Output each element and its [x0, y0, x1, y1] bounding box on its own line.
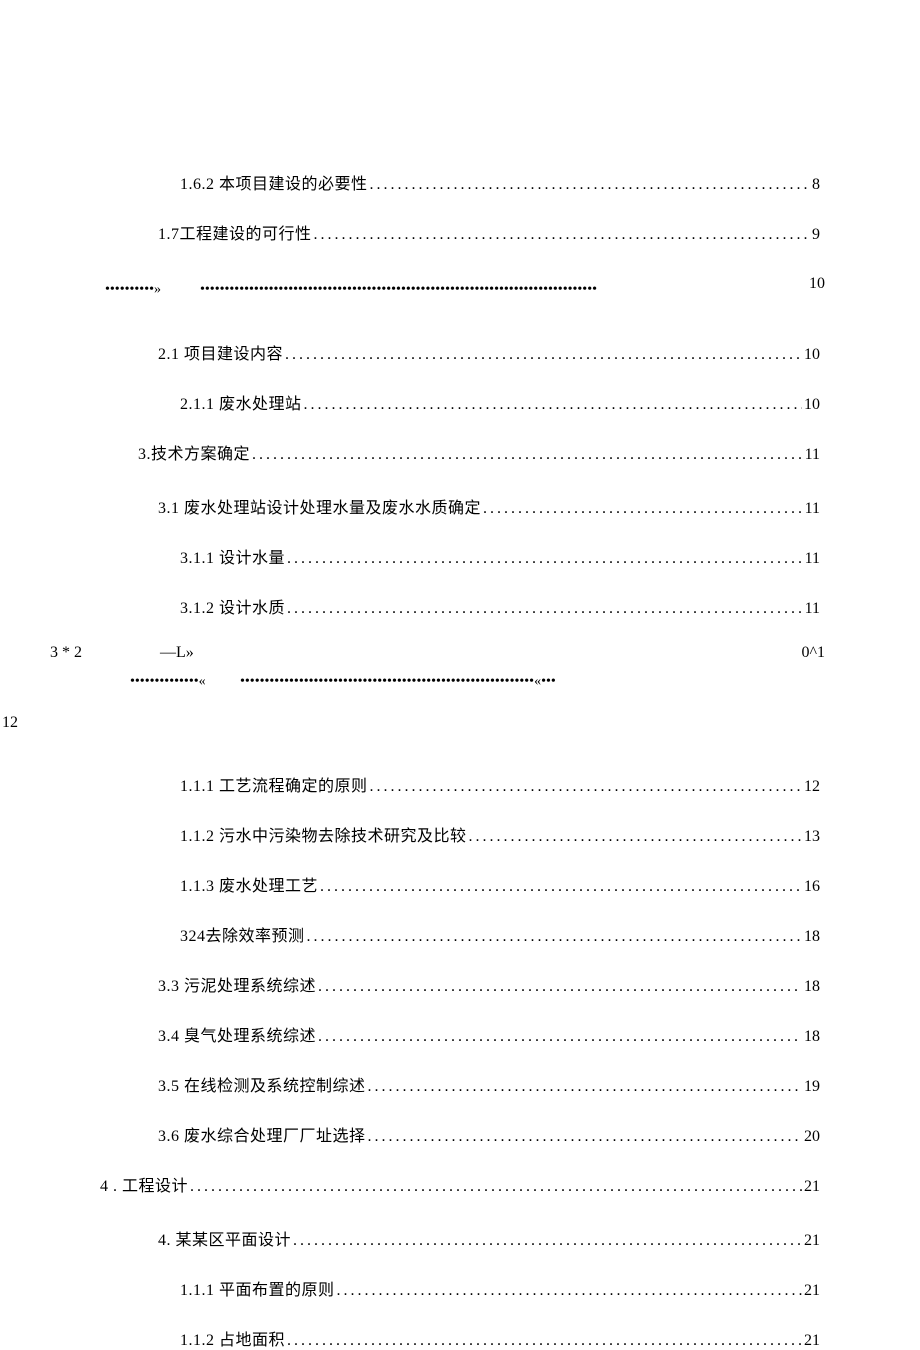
toc-leader-dots: ........................................…: [483, 500, 803, 518]
toc-label: 4. 某某区平面设计: [158, 1226, 291, 1250]
toc-page-number: 9: [812, 226, 820, 244]
toc-entry: 1.1.3 废水处理工艺 ...........................…: [50, 872, 820, 896]
toc-block-3: 1.1.1 工艺流程确定的原则 ........................…: [50, 772, 820, 1350]
toc-label: 3.3 污泥处理系统综述: [158, 972, 316, 996]
toc-block-2: 2.1 项目建设内容 .............................…: [50, 340, 820, 618]
orphan-page-number: 12: [2, 714, 772, 732]
toc-entry: 4 . 工程设计................................…: [50, 1172, 820, 1196]
toc-page-number: 11: [805, 550, 820, 568]
toc-leader-dots: ........................................…: [304, 396, 802, 414]
special2-left: 3 * 2: [50, 644, 82, 662]
toc-label: 1.1.3 废水处理工艺: [180, 872, 318, 896]
toc-leader-dots: ........................................…: [320, 878, 802, 896]
toc-page-number: 21: [804, 1282, 820, 1300]
toc-leader-dots: ........................................…: [252, 446, 803, 464]
toc-label: 3.1.2 设计水质: [180, 594, 285, 618]
special2-mid: —L»: [160, 644, 194, 662]
toc-page-number: 21: [804, 1332, 820, 1350]
toc-entry: 2.1.1 废水处理站 ............................…: [50, 390, 820, 414]
toc-leader-dots: ........................................…: [314, 226, 810, 244]
toc-label: 324去除效率预测: [180, 922, 305, 946]
toc-page-number: 18: [804, 978, 820, 996]
toc-entry: 1.1.1 工艺流程确定的原则 ........................…: [50, 772, 820, 796]
toc-leader-dots: ........................................…: [318, 978, 802, 996]
toc-label: 1.1.1 平面布置的原则: [180, 1276, 335, 1300]
toc-page-number: 18: [804, 928, 820, 946]
toc-entry: 1.7工程建设的可行性 ............................…: [50, 220, 820, 244]
toc-block-1: 1.6.2 本项目建设的必要性.........................…: [50, 170, 820, 244]
toc-label: 1.6.2 本项目建设的必要性: [180, 170, 368, 194]
special2-dots-left: ••••••••••••••«: [130, 674, 206, 690]
toc-page-number: 11: [805, 500, 820, 518]
toc-label: 1.1.1 工艺流程确定的原则: [180, 772, 368, 796]
toc-entry: 3.3 污泥处理系统综述............................…: [50, 972, 820, 996]
toc-leader-dots: ........................................…: [285, 346, 802, 364]
toc-label: 3.6 废水综合处理厂厂址选择: [158, 1122, 366, 1146]
special2-right: 0^1: [801, 644, 825, 662]
toc-label: 3.1.1 设计水量: [180, 544, 285, 568]
toc-leader-dots: ........................................…: [368, 1128, 802, 1146]
toc-page-number: 10: [804, 396, 820, 414]
toc-page-number: 21: [804, 1178, 820, 1196]
toc-label: 3.5 在线检测及系统控制综述: [158, 1072, 366, 1096]
special-page: 10: [809, 275, 825, 293]
toc-leader-dots: ........................................…: [293, 1232, 802, 1250]
toc-page-number: 11: [805, 600, 820, 618]
toc-entry: 3.技术方案确定................................…: [50, 440, 820, 464]
toc-label: 3.4 臭气处理系统综述: [158, 1022, 316, 1046]
toc-special-line-1: ••••••••••» ••••••••••••••••••••••••••••…: [50, 270, 820, 320]
toc-leader-dots: ........................................…: [370, 778, 802, 796]
toc-entry: 3.6 废水综合处理厂厂址选择.........................…: [50, 1122, 820, 1146]
toc-entry: 3.1.1 设计水量 .............................…: [50, 544, 820, 568]
toc-entry: 1.1.1 平面布置的原则 ..........................…: [50, 1276, 820, 1300]
special-left-dots: ••••••••••»: [105, 282, 161, 298]
toc-page-number: 16: [804, 878, 820, 896]
toc-page-number: 20: [804, 1128, 820, 1146]
toc-leader-dots: ........................................…: [337, 1282, 802, 1300]
toc-leader-dots: ........................................…: [287, 600, 803, 618]
special-right-dots: ••••••••••••••••••••••••••••••••••••••••…: [200, 282, 597, 298]
toc-page-number: 12: [804, 778, 820, 796]
toc-leader-dots: ........................................…: [318, 1028, 802, 1046]
toc-leader-dots: ........................................…: [469, 828, 802, 846]
toc-entry: 1.1.2 占地面积 .............................…: [50, 1326, 820, 1350]
toc-entry: 1.6.2 本项目建设的必要性.........................…: [50, 170, 820, 194]
toc-leader-dots: ........................................…: [287, 1332, 802, 1350]
toc-label: 3.1 废水处理站设计处理水量及废水水质确定: [158, 494, 481, 518]
toc-entry: 324去除效率预测...............................…: [50, 922, 820, 946]
toc-entry: 3.1.2 设计水质 .............................…: [50, 594, 820, 618]
toc-special-line-2: 3 * 2 —L» 0^1 ••••••••••••••« ••••••••••…: [50, 644, 820, 704]
toc-leader-dots: ........................................…: [368, 1078, 802, 1096]
toc-container: 1.6.2 本项目建设的必要性.........................…: [50, 170, 820, 1350]
toc-entry: 4. 某某区平面设计 .............................…: [50, 1226, 820, 1250]
toc-page-number: 8: [812, 176, 820, 194]
toc-page-number: 13: [804, 828, 820, 846]
special2-dots-right: ••••••••••••••••••••••••••••••••••••••••…: [240, 674, 556, 690]
toc-leader-dots: ........................................…: [370, 176, 810, 194]
toc-entry: 3.1 废水处理站设计处理水量及废水水质确定 .................…: [50, 494, 820, 518]
toc-page-number: 19: [804, 1078, 820, 1096]
toc-label: 1.1.2 污水中污染物去除技术研究及比较: [180, 822, 467, 846]
toc-label: 4 . 工程设计: [100, 1172, 188, 1196]
toc-label: 1.7工程建设的可行性: [158, 220, 312, 244]
toc-leader-dots: ........................................…: [307, 928, 802, 946]
toc-entry: 2.1 项目建设内容 .............................…: [50, 340, 820, 364]
toc-leader-dots: ........................................…: [190, 1178, 802, 1196]
toc-entry: 1.1.2 污水中污染物去除技术研究及比较 ..................…: [50, 822, 820, 846]
toc-page-number: 11: [805, 446, 820, 464]
toc-entry: 3.5 在线检测及系统控制综述.........................…: [50, 1072, 820, 1096]
toc-page-number: 10: [804, 346, 820, 364]
toc-label: 3.技术方案确定: [138, 440, 250, 464]
toc-label: 2.1.1 废水处理站: [180, 390, 302, 414]
toc-page-number: 21: [804, 1232, 820, 1250]
toc-entry: 3.4 臭气处理系统综述............................…: [50, 1022, 820, 1046]
toc-label: 1.1.2 占地面积: [180, 1326, 285, 1350]
toc-label: 2.1 项目建设内容: [158, 340, 283, 364]
toc-page-number: 18: [804, 1028, 820, 1046]
toc-leader-dots: ........................................…: [287, 550, 803, 568]
